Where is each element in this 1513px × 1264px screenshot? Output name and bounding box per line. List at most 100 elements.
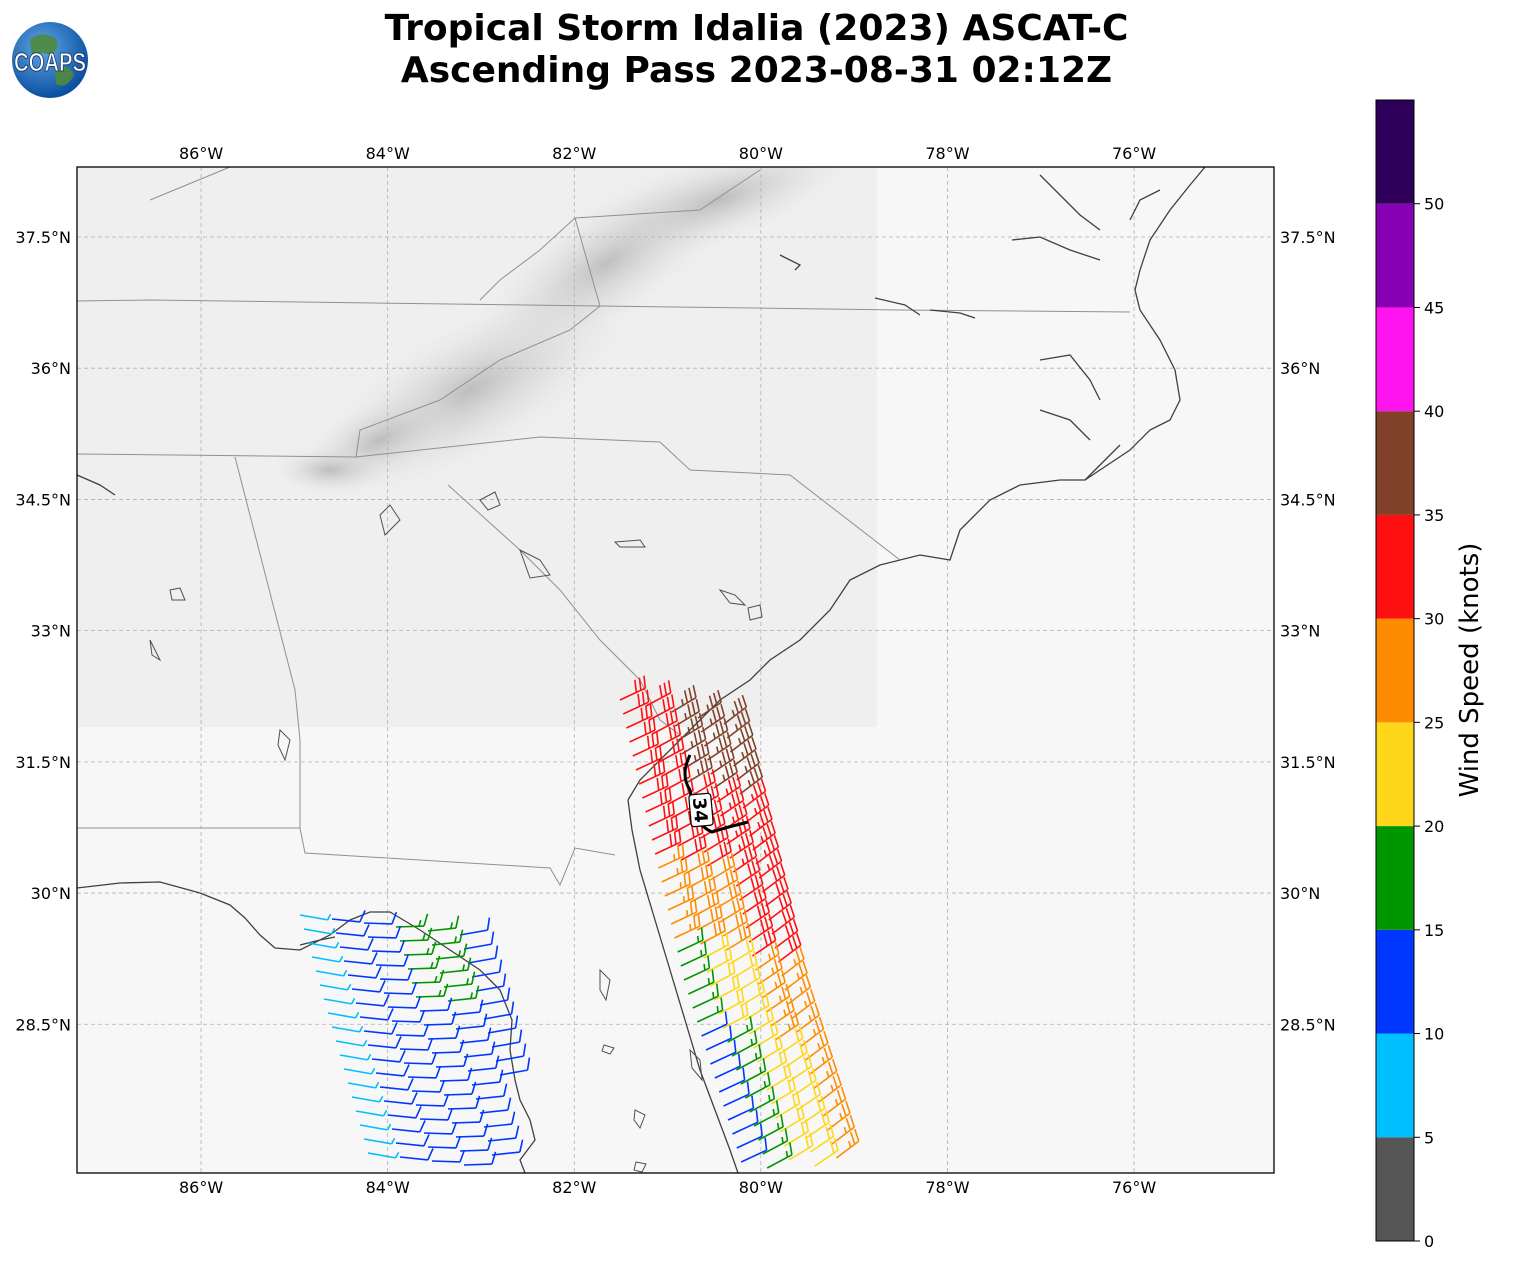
wind-barb xyxy=(335,1039,368,1047)
wind-barb xyxy=(705,1025,733,1051)
wind-barb xyxy=(471,959,503,978)
wind-barb xyxy=(714,1053,741,1079)
wind-barb xyxy=(467,945,499,964)
wind-barb xyxy=(479,1097,512,1114)
wind-barb xyxy=(706,946,733,973)
gridlines xyxy=(77,167,1274,1173)
lat-tick-label: 31.5°N xyxy=(1280,753,1336,772)
wind-barb xyxy=(757,1035,783,1063)
wind-barb xyxy=(383,1092,418,1105)
lat-tick-label: 36°N xyxy=(31,359,71,378)
title-line-2: Ascending Pass 2023-08-31 02:12Z xyxy=(400,50,1113,91)
wind-barb xyxy=(761,862,786,893)
wind-barb xyxy=(664,871,691,897)
wind-barb xyxy=(744,1072,771,1099)
wind-barb xyxy=(732,1109,759,1135)
wind-barb xyxy=(765,876,789,907)
wind-barb xyxy=(658,736,685,763)
wind-barb xyxy=(735,965,761,993)
colorbar-bin xyxy=(1376,929,1414,1034)
lon-tick-label: 78°W xyxy=(925,1178,969,1197)
lon-tick-label: 86°W xyxy=(179,1178,223,1197)
wind-barb xyxy=(355,1109,388,1117)
wind-barb xyxy=(740,1137,768,1163)
colorbar-bin xyxy=(1376,722,1414,827)
wind-barb xyxy=(343,952,378,965)
wind-barb xyxy=(683,955,711,981)
lat-tick-label: 28.5°N xyxy=(1280,1015,1336,1034)
wind-barb xyxy=(459,1027,492,1044)
wind-barb xyxy=(729,722,754,753)
wind-barb xyxy=(419,1107,454,1121)
wind-barb xyxy=(651,815,679,841)
wind-barb xyxy=(495,1043,527,1062)
contour-label: 34 xyxy=(688,797,711,824)
wind-barb xyxy=(359,1008,394,1021)
lat-tick-label: 33°N xyxy=(1280,622,1320,641)
wind-barb xyxy=(499,1057,531,1076)
wind-barb xyxy=(347,1081,380,1089)
wind-barb xyxy=(762,1128,789,1155)
wind-barb xyxy=(619,675,647,701)
colorbar-tick-label: 25 xyxy=(1424,713,1444,732)
colorbar-tick-label: 10 xyxy=(1424,1025,1444,1044)
wind-barb xyxy=(755,834,780,865)
wind-barb xyxy=(758,1114,784,1141)
lat-tick-label: 36°N xyxy=(1280,359,1320,378)
wind-barb xyxy=(736,1123,763,1149)
wind-barb xyxy=(766,1142,793,1169)
wind-barb xyxy=(395,1134,430,1147)
wind-barb xyxy=(467,1055,500,1072)
wind-barb xyxy=(748,913,774,943)
wind-barb xyxy=(781,946,805,977)
wind-barb xyxy=(727,1095,755,1121)
axis-tick-labels: 86°W 86°W 84°W 84°W 82°W 82°W 80°W 80°W 78°W 78°W… xyxy=(15,144,1335,1197)
wind-barb xyxy=(475,1083,508,1100)
wind-barb xyxy=(367,925,402,939)
wind-barb xyxy=(343,1067,376,1075)
wind-barb xyxy=(710,745,735,775)
wind-barb xyxy=(635,745,663,771)
wind-barb xyxy=(375,953,410,967)
wind-barb xyxy=(323,997,356,1005)
wind-barb xyxy=(407,1065,442,1079)
wind-barb xyxy=(751,927,777,957)
wind-barb xyxy=(463,931,495,950)
lakes xyxy=(149,491,763,1173)
wind-barb xyxy=(723,1081,750,1107)
lat-tick-label: 37.5°N xyxy=(15,228,71,247)
wind-barb xyxy=(740,1058,767,1085)
colorbar-bin xyxy=(1376,203,1414,308)
wind-barb xyxy=(471,1069,504,1086)
wind-barb xyxy=(363,1137,396,1145)
wind-barb xyxy=(661,857,688,883)
wind-barb xyxy=(788,1133,814,1161)
wind-barb xyxy=(771,904,796,935)
wind-barb xyxy=(638,759,666,785)
wind-barb xyxy=(809,1123,835,1153)
wind-barb xyxy=(766,1063,792,1091)
wind-barb xyxy=(355,994,390,1007)
terrain-shading xyxy=(270,167,862,503)
logo-text: COAPS xyxy=(14,47,86,77)
wind-barb xyxy=(335,924,370,937)
wind-barb xyxy=(654,829,682,855)
lat-tick-label: 34.5°N xyxy=(15,490,71,509)
wind-barb xyxy=(363,911,398,925)
lon-tick-label: 82°W xyxy=(552,144,596,163)
wind-barb xyxy=(742,778,767,809)
wind-barb xyxy=(626,703,653,729)
wind-barb xyxy=(383,981,418,995)
colorbar-bin xyxy=(1376,307,1414,412)
wind-barb xyxy=(632,731,659,757)
lat-tick-label: 30°N xyxy=(1280,884,1320,903)
wind-barb xyxy=(752,820,776,851)
wind-barb xyxy=(387,995,422,1009)
wind-barb xyxy=(688,969,715,995)
wind-barb xyxy=(371,939,406,953)
wind-barb xyxy=(359,1123,392,1131)
wind-barb xyxy=(775,1091,801,1119)
wind-barb xyxy=(739,871,764,901)
colorbar-tick-label: 40 xyxy=(1424,402,1444,421)
